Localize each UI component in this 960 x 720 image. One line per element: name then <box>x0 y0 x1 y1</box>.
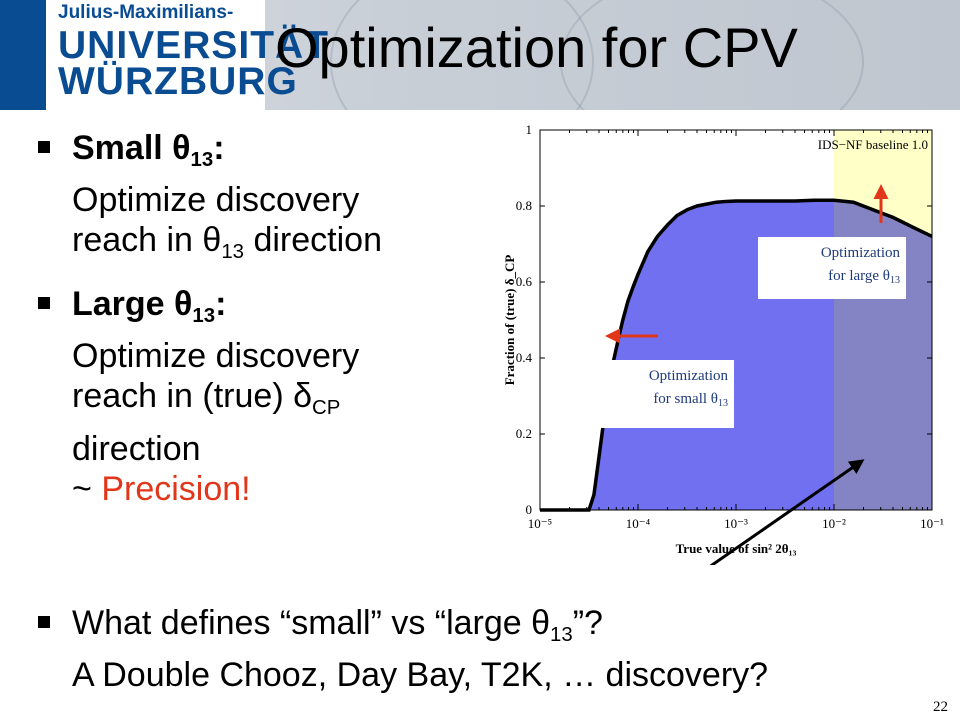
logo-uni-text: UNIVERSITÄT <box>58 24 330 67</box>
annotations: Optimization for large θ13 Optimization for… <box>588 184 906 565</box>
annotation-line1-small: Optimization <box>649 368 729 384</box>
subscript: 13 <box>192 305 216 328</box>
x-tick-label: 10⁻¹ <box>920 516 944 531</box>
bullet-line: reach in (true) δ <box>72 377 313 416</box>
page-number: 22 <box>933 699 948 715</box>
logo-top-text: Julius-Maximilians- <box>58 2 234 23</box>
annotation-box-large <box>758 237 906 299</box>
y-tick-label: 0.8 <box>516 198 532 213</box>
subscript: 13 <box>550 624 573 647</box>
bullet-heading-colon: : <box>215 285 227 324</box>
bullet-heading-colon: : <box>213 129 225 167</box>
legend-text: IDS−NF baseline 1.0 <box>818 137 928 152</box>
university-logo: Julius-Maximilians- UNIVERSITÄT WÜRZBURG <box>0 0 328 110</box>
question-line: A Double Chooz, Day Bay, T2K, … discover… <box>72 656 769 695</box>
bullet-line: Optimize discovery <box>72 337 360 376</box>
y-tick-label: 0.4 <box>516 350 533 365</box>
precision-highlight: Precision! <box>101 469 251 508</box>
bullet-question: What defines “small” vs “large θ13”? A D… <box>34 603 960 695</box>
bullet-heading: Small θ13: <box>72 129 225 171</box>
x-tick-label: 10⁻³ <box>724 516 748 531</box>
bullet-small-theta: Small θ13: Optimize discovery reach in θ… <box>34 128 494 272</box>
annotation-subscript: 13 <box>890 275 900 286</box>
seal-watermark <box>560 0 864 110</box>
y-tick-label: 0.2 <box>516 426 532 441</box>
annotation-line2-small: for small θ13 <box>653 391 728 409</box>
y-tick-label: 0 <box>526 502 533 517</box>
logo-city-text: WÜRZBURG <box>58 60 298 103</box>
bullet-heading: Large θ13: <box>72 285 227 327</box>
bullet-line-tail: direction <box>244 221 382 260</box>
bullet-line: direction <box>72 429 201 468</box>
bullet-line: Optimize discovery <box>72 181 360 220</box>
question-list: What defines “small” vs “large θ13”? A D… <box>34 603 960 695</box>
bullet-heading-text: Large θ <box>72 285 193 324</box>
arrow-question <box>709 459 865 565</box>
annotation-box-small <box>588 360 734 428</box>
x-tick-label: 10⁻² <box>822 516 846 531</box>
y-axis-label: Fraction of (true) δ_CP <box>502 255 517 386</box>
cpv-fraction-chart: 0 0.2 0.4 0.6 0.8 1 10⁻⁵ 10⁻⁴ 10⁻³ 10⁻² 10⁻¹ IDS−N… <box>502 122 944 565</box>
subscript: 13 <box>221 241 245 264</box>
chart-axes: 0 0.2 0.4 0.6 0.8 1 10⁻⁵ 10⁻⁴ 10⁻³ 10⁻² 10⁻¹ <box>516 122 944 531</box>
y-tick-label: 1 <box>526 122 533 137</box>
bullet-square-icon <box>38 141 50 153</box>
annotation-subscript: 13 <box>718 398 728 409</box>
annotation-line2-large: for large θ13 <box>828 268 900 286</box>
subscript: 13 <box>190 149 214 172</box>
logo-bar <box>0 0 46 110</box>
x-tick-label: 10⁻⁵ <box>528 516 552 531</box>
question-line-tail: ”? <box>572 604 603 642</box>
slide-title: Optimization for CPV <box>275 16 798 79</box>
bullet-square-icon <box>38 616 50 628</box>
bullet-line: ~ <box>72 469 102 508</box>
annotation-line1-large: Optimization <box>821 245 901 261</box>
question-line: What defines “small” vs “large θ <box>72 604 551 642</box>
bullet-line: reach in θ <box>72 221 222 260</box>
slide-header: Julius-Maximilians- UNIVERSITÄT WÜRZBURG… <box>0 0 960 110</box>
bullet-large-theta: Large θ13: Optimize discovery reach in (… <box>34 284 494 508</box>
bullet-list: Small θ13: Optimize discovery reach in θ… <box>34 128 494 509</box>
subscript: CP <box>312 397 341 420</box>
bullet-square-icon <box>38 297 50 310</box>
bullet-heading-text: Small θ <box>72 129 191 167</box>
y-tick-label: 0.6 <box>516 274 533 289</box>
x-tick-label: 10⁻⁴ <box>626 516 651 531</box>
